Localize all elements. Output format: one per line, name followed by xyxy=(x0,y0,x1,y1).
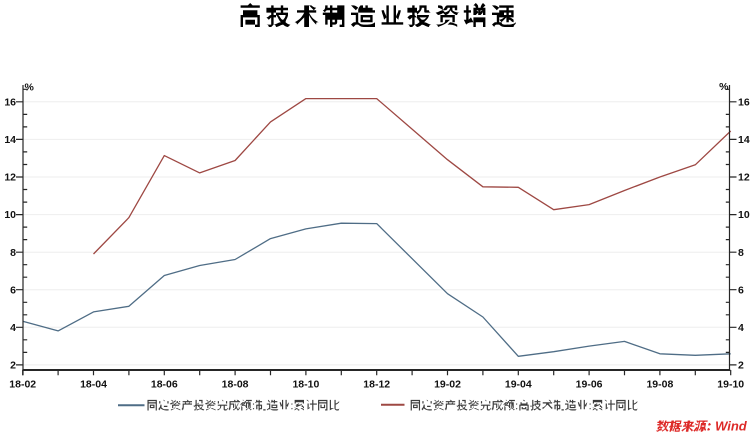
svg-text:14: 14 xyxy=(4,134,16,146)
svg-text:10: 10 xyxy=(4,209,16,221)
svg-text:2: 2 xyxy=(738,360,744,372)
svg-text:16: 16 xyxy=(738,96,750,108)
svg-text:6: 6 xyxy=(10,284,16,296)
svg-text:8: 8 xyxy=(738,247,744,259)
svg-text:10: 10 xyxy=(738,209,750,221)
svg-text:18-08: 18-08 xyxy=(222,379,249,391)
svg-text:18-06: 18-06 xyxy=(151,379,178,391)
svg-text:2: 2 xyxy=(10,360,16,372)
svg-text:18-02: 18-02 xyxy=(9,379,36,391)
svg-text:19-08: 19-08 xyxy=(646,379,673,391)
svg-text:19-06: 19-06 xyxy=(576,379,603,391)
svg-text:16: 16 xyxy=(4,96,16,108)
svg-text:14: 14 xyxy=(738,134,750,146)
svg-text:%: % xyxy=(719,81,729,93)
svg-text:18-12: 18-12 xyxy=(363,379,390,391)
svg-text:4: 4 xyxy=(10,322,16,334)
svg-text:12: 12 xyxy=(4,172,16,184)
svg-text:18-04: 18-04 xyxy=(80,379,107,391)
svg-text:6: 6 xyxy=(738,284,744,296)
svg-text:19-02: 19-02 xyxy=(434,379,461,391)
svg-text:8: 8 xyxy=(10,247,16,259)
svg-text:Wind: Wind xyxy=(715,419,748,434)
svg-text:12: 12 xyxy=(738,172,750,184)
svg-text:4: 4 xyxy=(738,322,744,334)
svg-text:19-10: 19-10 xyxy=(717,379,744,391)
svg-text:%: % xyxy=(25,82,35,94)
svg-text:19-04: 19-04 xyxy=(505,379,532,391)
svg-text:18-10: 18-10 xyxy=(292,379,319,391)
